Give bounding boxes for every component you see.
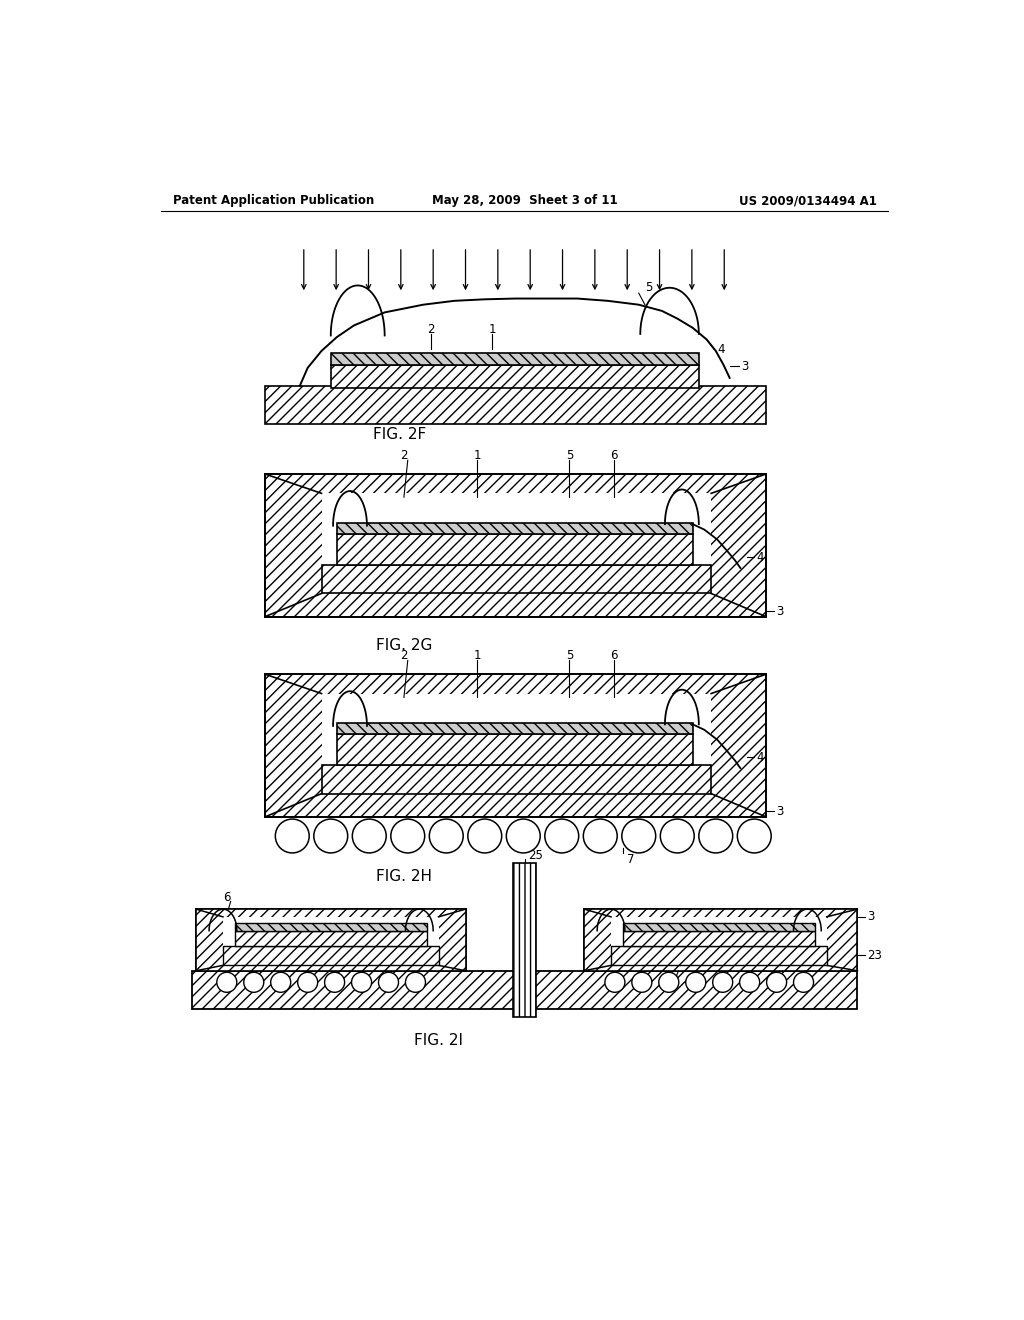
Bar xyxy=(223,917,438,964)
Circle shape xyxy=(506,818,541,853)
Text: FIG. 2G: FIG. 2G xyxy=(376,638,432,652)
Text: 5: 5 xyxy=(645,281,652,294)
Circle shape xyxy=(270,973,291,993)
Text: 3: 3 xyxy=(741,360,749,372)
Circle shape xyxy=(739,973,760,993)
Text: 23: 23 xyxy=(867,949,883,962)
Text: 7: 7 xyxy=(674,968,681,981)
Circle shape xyxy=(545,818,579,853)
Bar xyxy=(196,909,466,970)
Text: FIG. 2F: FIG. 2F xyxy=(374,426,427,442)
Text: 4: 4 xyxy=(757,751,764,764)
Bar xyxy=(611,917,826,964)
Text: 3: 3 xyxy=(776,805,783,818)
Bar xyxy=(331,364,698,388)
Text: 6: 6 xyxy=(223,891,230,904)
Text: US 2009/0134494 A1: US 2009/0134494 A1 xyxy=(738,194,877,207)
Circle shape xyxy=(658,973,679,993)
Text: 2: 2 xyxy=(400,649,408,663)
Circle shape xyxy=(313,818,348,853)
Circle shape xyxy=(794,973,813,993)
Text: 7: 7 xyxy=(628,853,635,866)
Circle shape xyxy=(686,973,706,993)
Bar xyxy=(223,946,438,965)
Bar xyxy=(611,946,826,965)
Text: 2: 2 xyxy=(400,449,408,462)
Circle shape xyxy=(351,973,372,993)
Text: 25: 25 xyxy=(528,849,543,862)
Text: 1: 1 xyxy=(488,323,497,335)
Bar xyxy=(265,474,766,616)
Text: 5: 5 xyxy=(566,649,573,663)
Text: FIG. 2I: FIG. 2I xyxy=(414,1032,463,1048)
Text: 1: 1 xyxy=(473,649,481,663)
Bar xyxy=(322,494,711,594)
Circle shape xyxy=(713,973,733,993)
Circle shape xyxy=(275,818,309,853)
Text: FIG. 2H: FIG. 2H xyxy=(376,869,432,883)
Circle shape xyxy=(325,973,345,993)
Circle shape xyxy=(298,973,317,993)
Circle shape xyxy=(406,973,425,993)
Circle shape xyxy=(379,973,398,993)
Text: 3: 3 xyxy=(776,605,783,618)
Bar xyxy=(623,931,815,946)
Text: 6: 6 xyxy=(610,649,617,663)
Circle shape xyxy=(429,818,463,853)
Text: 4: 4 xyxy=(757,550,764,564)
Text: 1: 1 xyxy=(473,449,481,462)
Circle shape xyxy=(468,818,502,853)
Bar xyxy=(337,523,692,535)
Text: 3: 3 xyxy=(867,911,874,924)
Bar xyxy=(584,909,857,970)
Circle shape xyxy=(622,818,655,853)
Bar xyxy=(337,723,692,734)
Text: Patent Application Publication: Patent Application Publication xyxy=(173,194,374,207)
Bar xyxy=(337,535,692,565)
Circle shape xyxy=(660,818,694,853)
Circle shape xyxy=(352,818,386,853)
Bar xyxy=(265,675,766,817)
Circle shape xyxy=(217,973,237,993)
Circle shape xyxy=(605,973,625,993)
Text: 6: 6 xyxy=(610,449,617,462)
Circle shape xyxy=(244,973,264,993)
Bar xyxy=(513,863,537,1016)
Text: 4: 4 xyxy=(717,343,725,356)
Text: 5: 5 xyxy=(566,449,573,462)
Bar xyxy=(623,923,815,931)
Text: May 28, 2009  Sheet 3 of 11: May 28, 2009 Sheet 3 of 11 xyxy=(432,194,617,207)
Circle shape xyxy=(584,818,617,853)
Circle shape xyxy=(737,818,771,853)
Bar xyxy=(331,354,698,364)
Bar xyxy=(234,923,427,931)
Bar xyxy=(337,734,692,766)
Circle shape xyxy=(698,818,733,853)
Bar xyxy=(322,693,711,793)
Bar xyxy=(193,970,857,1010)
Bar xyxy=(322,565,711,594)
Bar xyxy=(234,931,427,946)
Circle shape xyxy=(391,818,425,853)
Circle shape xyxy=(767,973,786,993)
Bar xyxy=(265,385,766,424)
Circle shape xyxy=(632,973,652,993)
Text: 2: 2 xyxy=(427,323,434,335)
Bar xyxy=(322,766,711,793)
